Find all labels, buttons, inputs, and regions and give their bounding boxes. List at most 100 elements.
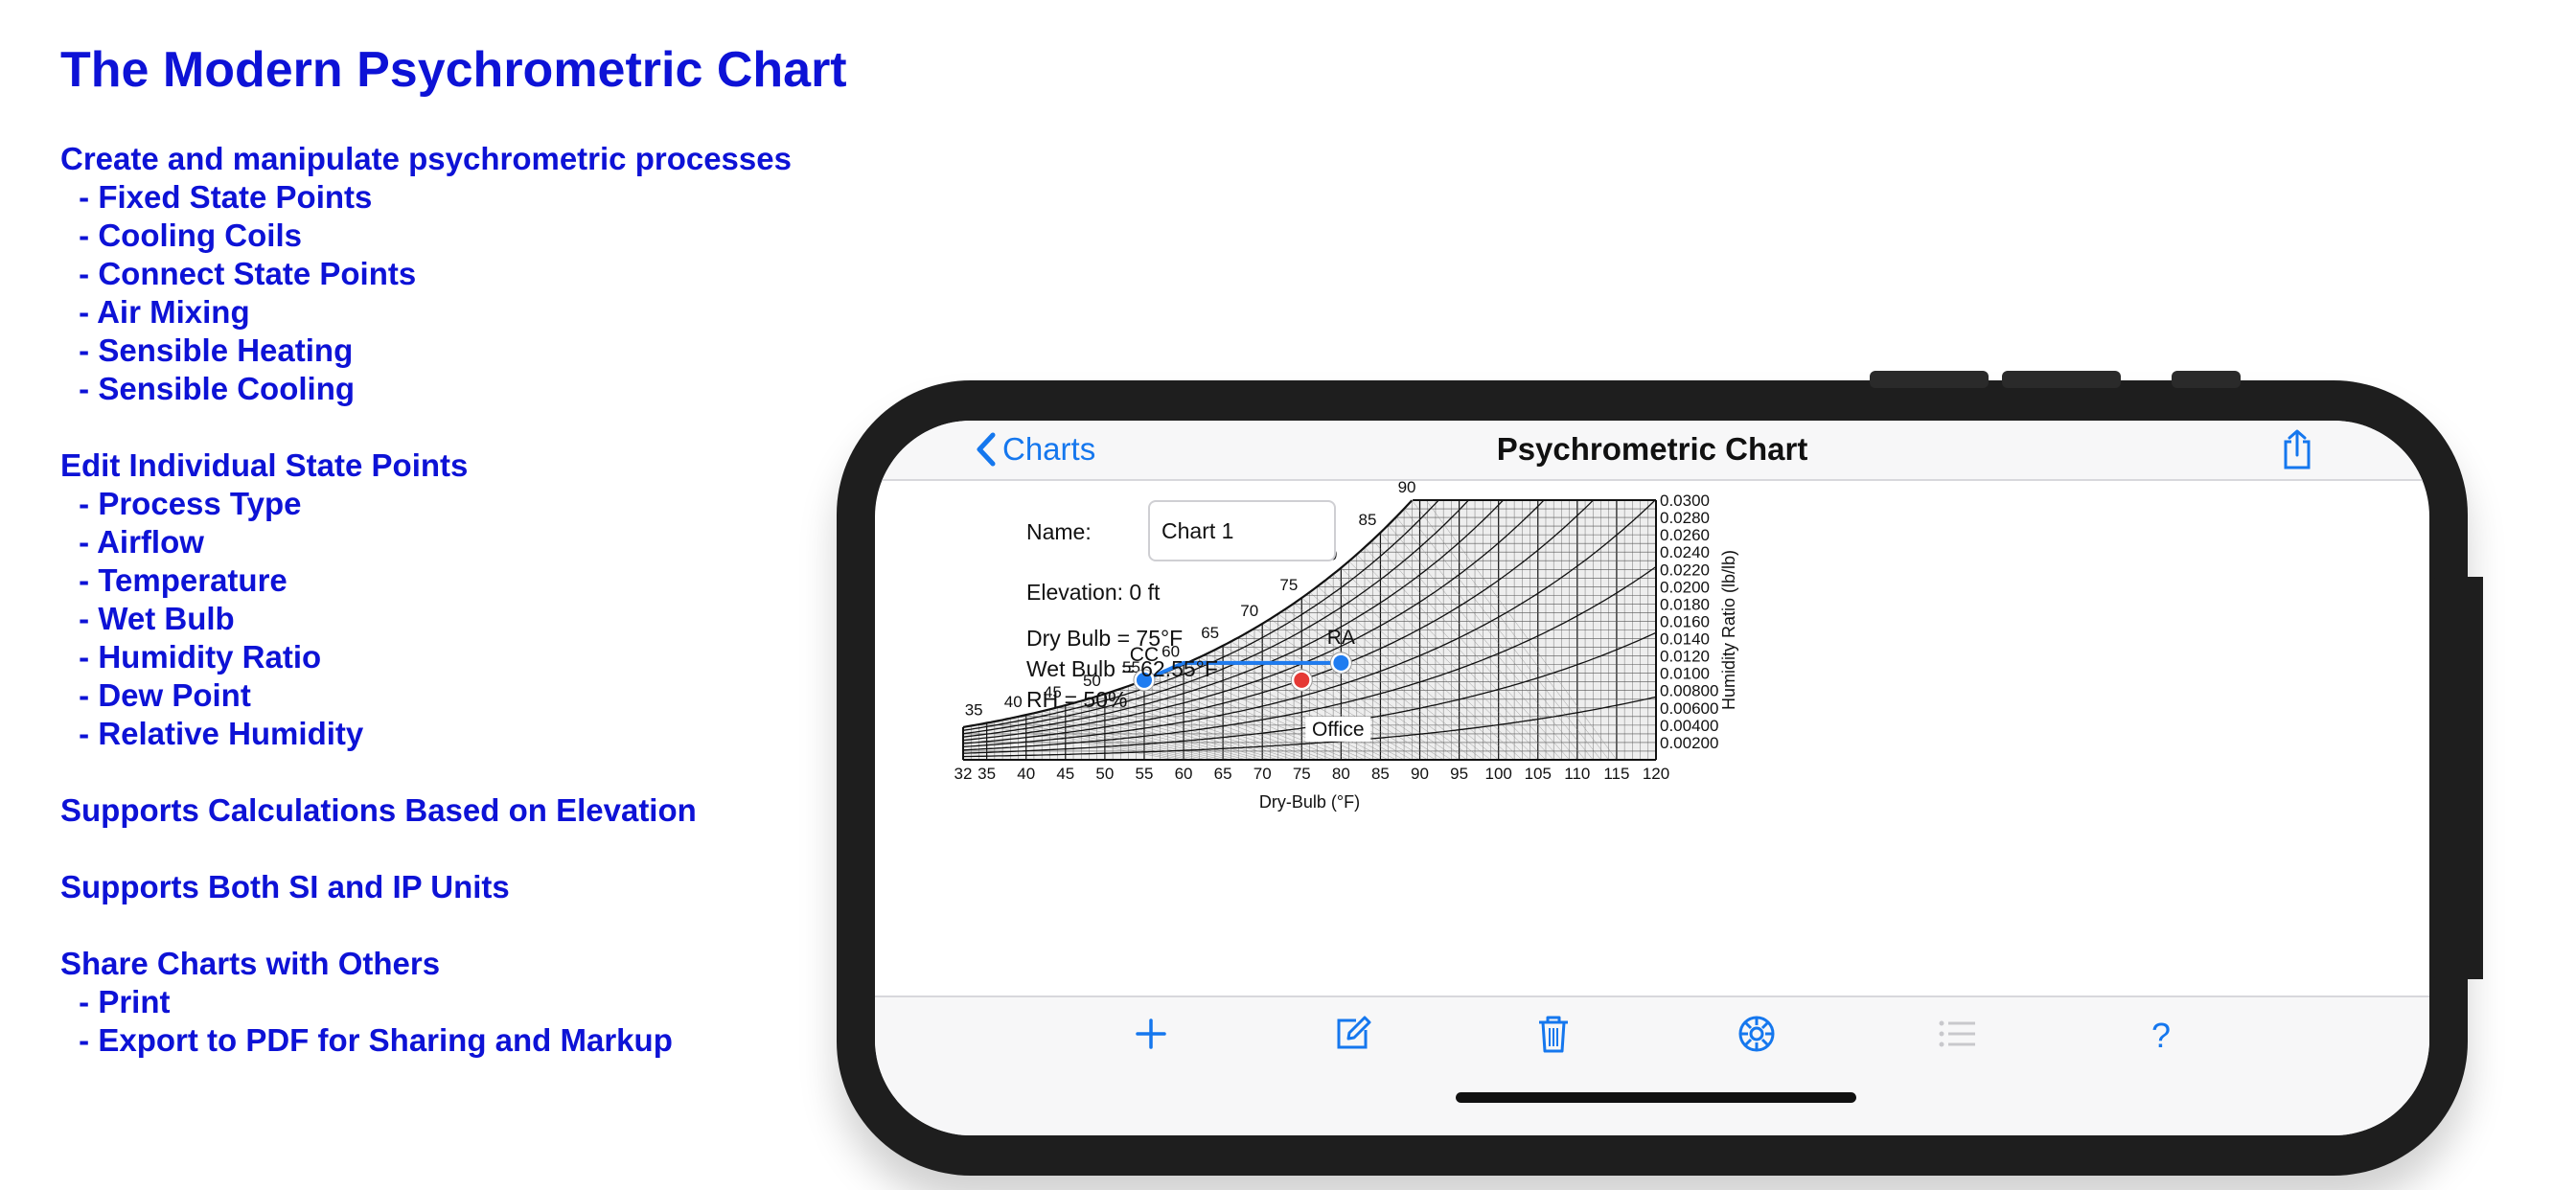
wet-bulb-line xyxy=(1403,508,1601,760)
settings-icon[interactable] xyxy=(1734,1011,1780,1057)
wet-bulb-line xyxy=(1072,702,1271,760)
navigation-bar: Charts Psychrometric Chart xyxy=(875,421,2429,481)
wet-bulb-line xyxy=(1309,591,1507,760)
saturation-label: 55 xyxy=(1122,658,1140,676)
state-point-label: CC xyxy=(1130,644,1159,666)
wet-bulb-line xyxy=(1270,618,1467,760)
y-axis-title: Humidity Ratio (lb/lb) xyxy=(1719,550,1738,710)
x-tick-label: 40 xyxy=(1017,765,1035,783)
chart-content: 32 35 40 45 50 55 60 65 70 75 80 85 90 95 100 105 110 115… xyxy=(875,481,2429,994)
saturation-label: 85 xyxy=(1359,511,1377,529)
plus-icon[interactable] xyxy=(1128,1011,1174,1057)
state-point xyxy=(1333,654,1349,671)
y-tick-label: 0.0100 xyxy=(1660,665,1710,683)
wet-bulb-line xyxy=(1364,547,1562,760)
psychrometric-chart[interactable]: 32 35 40 45 50 55 60 65 70 75 80 85 90 95 100 105 110 115… xyxy=(875,481,2429,1018)
feature-section: Share Charts with Others - Print - Expor… xyxy=(60,945,847,1060)
x-tick-label: 75 xyxy=(1293,765,1311,783)
saturation-label: 35 xyxy=(965,701,983,720)
wet-bulb-line xyxy=(1372,539,1570,760)
wet-bulb-line xyxy=(1301,597,1499,760)
y-tick-label: 0.0160 xyxy=(1660,612,1710,630)
x-tick-label: 90 xyxy=(1411,765,1429,783)
y-tick-label: 0.0140 xyxy=(1660,630,1710,649)
list-item: - Export to PDF for Sharing and Markup xyxy=(70,1022,673,1058)
name-field[interactable]: Chart 1 xyxy=(1148,500,1336,561)
list-item: - Airflow xyxy=(70,524,204,560)
x-tick-label: 105 xyxy=(1525,765,1552,783)
list-item: - Connect State Points xyxy=(70,256,417,291)
wet-bulb-line xyxy=(1395,516,1594,760)
y-tick-label: 0.0260 xyxy=(1660,526,1710,544)
wet-bulb-line xyxy=(1317,585,1515,760)
wet-bulb-line xyxy=(1419,500,1618,760)
list-item: - Process Type xyxy=(70,486,302,521)
share-icon[interactable] xyxy=(2278,428,2316,470)
wet-bulb-line xyxy=(1293,603,1491,760)
home-indicator xyxy=(1456,1092,1856,1103)
x-tick-label: 85 xyxy=(1371,765,1390,783)
rh-curve xyxy=(963,500,1656,748)
wet-bulb-line xyxy=(1214,649,1413,760)
side-switch xyxy=(2172,371,2241,388)
wet-bulb-line xyxy=(1207,652,1405,760)
x-tick-label: 65 xyxy=(1214,765,1232,783)
x-tick-label: 35 xyxy=(978,765,996,783)
saturation-label: 75 xyxy=(1279,576,1298,594)
section-heading: Supports Both SI and IP Units xyxy=(60,869,510,904)
wet-bulb-line xyxy=(1113,691,1310,760)
wet-bulb-line xyxy=(1081,700,1278,760)
wet-bulb-line xyxy=(1380,532,1577,760)
x-tick-label: 80 xyxy=(1332,765,1350,783)
x-tick-label: 100 xyxy=(1484,765,1511,783)
x-tick-label: 32 xyxy=(954,765,973,783)
state-point-readout: Dry Bulb = 75°F Wet Bulb = 62.55°F RH = … xyxy=(1026,623,1218,715)
elevation-text: Elevation: 0 ft xyxy=(1026,580,1161,605)
feature-section: Supports Calculations Based on Elevation xyxy=(60,791,847,830)
wet-bulb-line xyxy=(1277,613,1476,760)
saturation-label: 70 xyxy=(1240,602,1258,620)
state-point-label-bg xyxy=(1305,716,1371,742)
wet-bulb-line xyxy=(1285,608,1484,760)
wet-bulb-line xyxy=(1049,709,1247,760)
wet-bulb-line xyxy=(1065,704,1263,760)
wet-bulb-line xyxy=(1333,574,1530,760)
y-tick-label: 0.00600 xyxy=(1660,699,1718,718)
y-tick-label: 0.0280 xyxy=(1660,509,1710,527)
process-line xyxy=(1143,660,1342,682)
y-tick-label: 0.0220 xyxy=(1660,561,1710,579)
svg-text:?: ? xyxy=(2151,1016,2171,1055)
x-tick-label: 50 xyxy=(1095,765,1114,783)
wet-bulb-line xyxy=(1388,524,1586,760)
wet-bulb-line xyxy=(1057,707,1255,760)
rh-curve xyxy=(963,500,1656,735)
wet-bulb-line xyxy=(1152,676,1349,760)
help-icon[interactable]: ? xyxy=(2138,1011,2184,1057)
rh-curve xyxy=(963,565,1656,751)
app-screen: Charts Psychrometric Chart 32 35 40 45 50 55 6… xyxy=(875,421,2429,1135)
state-point xyxy=(1294,672,1310,688)
y-tick-label: 0.0300 xyxy=(1660,492,1710,510)
wet-bulb-line xyxy=(1128,685,1326,760)
back-label: Charts xyxy=(1002,431,1096,467)
rh-curve xyxy=(963,696,1656,758)
saturation-label: 50 xyxy=(1083,672,1101,690)
x-tick-label: 115 xyxy=(1603,765,1629,783)
trash-icon[interactable] xyxy=(1530,1011,1576,1057)
wet-bulb-line xyxy=(1120,688,1318,760)
chevron-left-icon xyxy=(977,432,996,467)
rh-curve xyxy=(963,500,1656,738)
list-item: - Air Mixing xyxy=(70,294,250,330)
list-item: - Dew Point xyxy=(70,677,251,713)
edit-icon[interactable] xyxy=(1329,1011,1375,1057)
list-item: - Print xyxy=(70,984,171,1019)
saturation-label: 65 xyxy=(1201,624,1219,642)
name-label: Name: xyxy=(1026,519,1092,544)
volume-up-button xyxy=(1870,371,1989,388)
wet-bulb-line xyxy=(1356,554,1554,760)
wet-bulb-line xyxy=(1238,636,1437,760)
list-icon xyxy=(1939,1020,1975,1047)
back-button[interactable]: Charts xyxy=(976,428,1095,470)
wet-bulb-line xyxy=(1167,671,1366,760)
list-item: - Sensible Cooling xyxy=(70,371,356,406)
